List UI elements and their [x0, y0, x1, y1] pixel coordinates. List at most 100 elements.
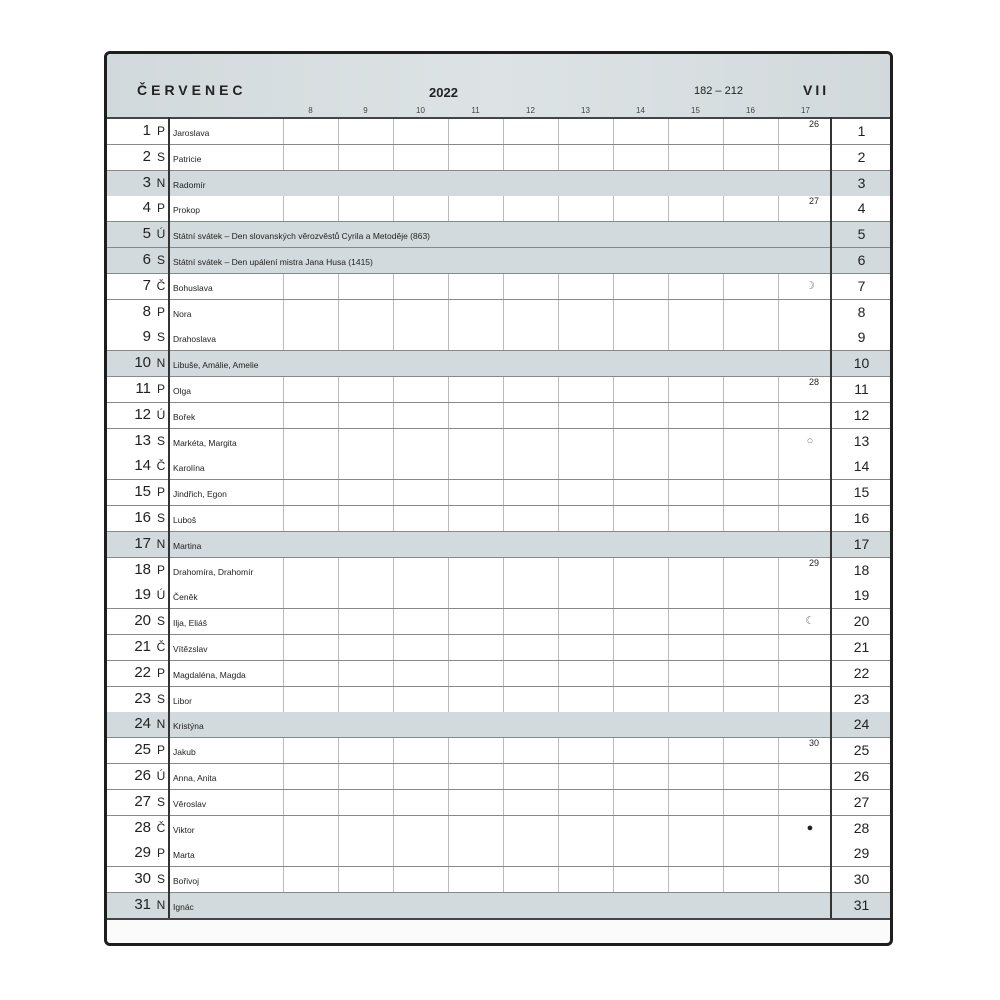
hour-gridline — [723, 428, 724, 454]
day-row[interactable]: 24 N Kristýna 24 — [107, 712, 890, 739]
weekday-letter: N — [156, 356, 166, 371]
hour-gridline — [283, 119, 284, 144]
day-row[interactable]: 30 S Bořivoj 30 — [107, 867, 890, 894]
day-row[interactable]: 13 S Markéta, Margita 13 ○ — [107, 428, 890, 455]
day-row[interactable]: 28 Č Viktor 28 ● — [107, 815, 890, 842]
hour-gridline — [558, 428, 559, 454]
day-row[interactable]: 7 Č Bohuslava 7 ☽ — [107, 273, 890, 300]
day-row[interactable]: 1 P Jaroslava 1 26 — [107, 119, 890, 145]
hour-gridline — [778, 686, 779, 712]
hour-gridline — [393, 841, 394, 867]
hour-gridline — [723, 506, 724, 531]
hour-gridline — [503, 454, 504, 480]
hour-gridline — [558, 635, 559, 660]
hour-gridline — [283, 867, 284, 893]
hour-gridline — [283, 609, 284, 635]
hour-gridline — [723, 609, 724, 635]
hour-gridline — [393, 325, 394, 351]
day-row[interactable]: 22 P Magdaléna, Magda 22 — [107, 660, 890, 687]
day-row[interactable]: 19 Ú Čeněk 19 — [107, 583, 890, 610]
day-row[interactable]: 29 P Marta 29 — [107, 841, 890, 868]
day-row[interactable]: 26 Ú Anna, Anita 26 — [107, 764, 890, 790]
hour-gridline — [778, 764, 779, 789]
hour-gridline — [723, 119, 724, 144]
hour-gridline — [558, 480, 559, 506]
day-number: 13 — [134, 431, 151, 449]
weekday-letter: Ú — [156, 407, 166, 422]
day-row[interactable]: 2 S Patricie 2 — [107, 144, 890, 171]
hour-gridline — [448, 609, 449, 635]
month-header: ČERVENEC 2022 182 – 212 VII 8 9 10 11 12 13 14… — [107, 54, 890, 119]
day-row[interactable]: 11 P Olga 11 28 — [107, 377, 890, 403]
day-row[interactable]: 27 S Věroslav 27 — [107, 789, 890, 816]
moon-new-icon: ● — [806, 821, 814, 834]
hour-gridline — [338, 635, 339, 660]
hour-gridline — [448, 789, 449, 815]
day-row[interactable]: 3 N Radomír 3 — [107, 170, 890, 197]
name-day: Nora — [173, 308, 192, 319]
hour-gridline — [503, 325, 504, 351]
hour-gridline — [723, 454, 724, 480]
day-row[interactable]: 31 N Ignác 31 — [107, 893, 890, 919]
weekday-letter: S — [156, 511, 165, 525]
hour-gridline — [283, 480, 284, 506]
day-number-right: 10 — [853, 355, 870, 372]
day-row[interactable]: 16 S Luboš 16 — [107, 506, 890, 532]
hour-gridline — [668, 325, 669, 351]
hour-gridline — [613, 144, 614, 170]
day-row[interactable]: 5 Ú Státní svátek – Den slovanských věrozv… — [107, 222, 890, 249]
day-row[interactable]: 4 P Prokop 4 27 — [107, 196, 890, 223]
hour-gridline — [283, 841, 284, 867]
day-row[interactable]: 10 N Libuše, Amálie, Amelie 10 — [107, 351, 890, 378]
day-row[interactable]: 6 S Státní svátek – Den upálení mistra Jan… — [107, 248, 890, 274]
hour-gridline — [558, 815, 559, 841]
day-row[interactable]: 21 Č Vítězslav 21 — [107, 635, 890, 661]
name-day: Prokop — [173, 205, 200, 216]
day-row[interactable]: 25 P Jakub 25 30 — [107, 738, 890, 765]
day-number-right: 29 — [853, 845, 870, 862]
hour-gridline — [723, 764, 724, 789]
hour-label: 9 — [363, 106, 368, 115]
day-number: 27 — [134, 792, 151, 810]
day-number: 15 — [134, 483, 151, 501]
hour-gridline — [393, 299, 394, 325]
day-row[interactable]: 23 S Libor 23 — [107, 686, 890, 713]
weekday-letter: P — [156, 201, 165, 216]
day-row[interactable]: 12 Ú Bořek 12 — [107, 402, 890, 429]
hour-gridline — [503, 738, 504, 764]
day-row[interactable]: 8 P Nora 8 — [107, 299, 890, 326]
day-number-right: 28 — [853, 819, 870, 836]
name-day: Státní svátek – Den slovanských věrozvěs… — [173, 231, 431, 242]
day-row[interactable]: 15 P Jindřich, Egon 15 — [107, 480, 890, 507]
name-day: Věroslav — [173, 798, 207, 809]
day-row[interactable]: 20 S Ilja, Eliáš 20 ☾ — [107, 609, 890, 636]
hour-gridline — [283, 299, 284, 325]
hour-gridline — [613, 557, 614, 583]
weekday-letter: Ú — [156, 588, 166, 603]
hour-gridline — [448, 299, 449, 325]
day-row[interactable]: 9 S Drahoslava 9 — [107, 325, 890, 352]
day-of-year-range: 182 – 212 — [694, 85, 743, 97]
hour-gridline — [613, 867, 614, 893]
hour-label: 14 — [636, 106, 645, 115]
day-row[interactable]: 18 P Drahomíra, Drahomír 18 29 — [107, 557, 890, 584]
month-title: ČERVENEC — [137, 82, 247, 98]
hour-gridline — [393, 815, 394, 841]
hour-gridline — [448, 635, 449, 660]
day-row[interactable]: 14 Č Karolína 14 — [107, 454, 890, 481]
hour-gridline — [558, 299, 559, 325]
hour-gridline — [338, 273, 339, 299]
hour-gridline — [613, 609, 614, 635]
weekday-letter: Č — [156, 459, 166, 474]
hour-gridline — [393, 144, 394, 170]
day-number-right: 23 — [853, 690, 870, 707]
roman-month: VII — [803, 82, 830, 98]
hour-gridline — [283, 789, 284, 815]
name-day: Ilja, Eliáš — [173, 618, 208, 629]
hour-gridline — [338, 557, 339, 583]
hour-gridline — [393, 506, 394, 531]
hour-gridline — [393, 454, 394, 480]
name-day: Viktor — [173, 824, 195, 835]
day-row[interactable]: 17 N Martina 17 — [107, 531, 890, 558]
day-number: 22 — [134, 663, 151, 681]
